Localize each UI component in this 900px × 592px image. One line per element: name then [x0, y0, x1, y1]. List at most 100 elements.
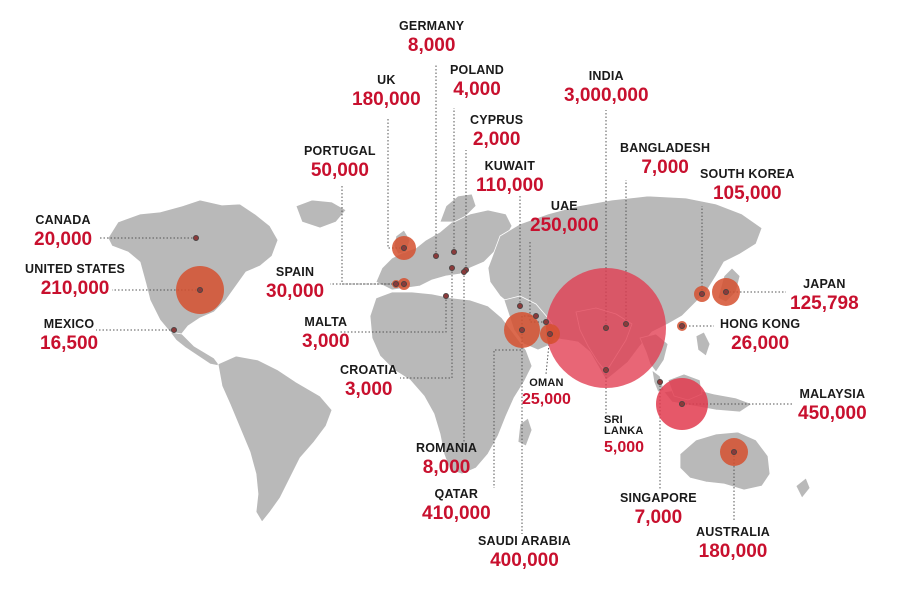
label-name: GERMANY — [399, 19, 465, 33]
label-value: 450,000 — [798, 402, 867, 424]
scandinavia-landmass — [439, 193, 477, 223]
label-bangladesh: BANGLADESH 7,000 — [620, 142, 710, 177]
africa-landmass — [369, 291, 533, 475]
location-dot-japan — [723, 288, 730, 295]
label-value: 20,000 — [34, 228, 93, 250]
label-name: CYPRUS — [470, 113, 524, 127]
label-japan: JAPAN 125,798 — [790, 278, 859, 313]
label-name: JAPAN — [803, 277, 846, 291]
location-dot-kuwait — [517, 302, 524, 309]
leader-line-uae — [529, 240, 546, 323]
label-name: INDIA — [588, 69, 624, 83]
location-dot-poland — [450, 248, 457, 255]
central-america-landmass — [169, 331, 221, 367]
label-croatia: CROATIA 3,000 — [340, 364, 397, 399]
label-united-states: UNITED STATES 210,000 — [25, 263, 125, 298]
label-name: MEXICO — [43, 317, 95, 331]
label-cyprus: CYPRUS 2,000 — [470, 114, 523, 149]
label-name: CROATIA — [340, 363, 398, 377]
label-hong-kong: HONG KONG 26,000 — [720, 318, 800, 353]
label-name: QATAR — [434, 487, 479, 501]
label-name: MALTA — [304, 315, 348, 329]
label-portugal: PORTUGAL 50,000 — [304, 145, 376, 180]
location-dot-bangladesh — [623, 320, 630, 327]
location-dot-uae — [543, 318, 550, 325]
madagascar-landmass — [517, 417, 533, 447]
label-name: AUSTRALIA — [696, 525, 771, 539]
leader-line-croatia — [400, 268, 453, 379]
label-name: MALAYSIA — [799, 387, 866, 401]
label-name: SOUTH KOREA — [700, 167, 795, 181]
label-value: 180,000 — [352, 88, 421, 110]
label-name: KUWAIT — [484, 159, 536, 173]
location-dot-romania — [460, 268, 467, 275]
label-value: 3,000 — [344, 378, 393, 400]
label-australia: AUSTRALIA 180,000 — [696, 526, 770, 561]
location-dot-spain — [400, 280, 407, 287]
label-canada: CANADA 20,000 — [34, 214, 92, 249]
location-dot-germany — [432, 252, 439, 259]
location-dot-croatia — [448, 264, 455, 271]
label-value: 410,000 — [422, 502, 491, 524]
label-value: 3,000 — [302, 330, 350, 352]
label-malaysia: MALAYSIA 450,000 — [798, 388, 867, 423]
label-name: UK — [377, 73, 396, 87]
label-value: 180,000 — [698, 540, 768, 562]
label-sri-lanka: SRI LANKA 5,000 — [604, 415, 646, 456]
leader-line-uk — [387, 118, 404, 249]
label-name: SPAIN — [275, 265, 315, 279]
label-value: 250,000 — [530, 214, 599, 236]
label-value: 210,000 — [40, 277, 110, 299]
location-dot-india — [603, 324, 610, 331]
location-dots — [170, 234, 738, 455]
label-value: 7,000 — [641, 156, 689, 178]
label-value: 25,000 — [522, 391, 571, 408]
label-name: UNITED STATES — [25, 262, 126, 276]
label-value: 26,000 — [731, 332, 790, 354]
south-america-landmass — [217, 355, 333, 523]
label-value: 8,000 — [422, 456, 471, 478]
location-dot-portugal — [392, 280, 399, 287]
location-dot-oman — [547, 330, 554, 337]
label-poland: POLAND 4,000 — [450, 64, 504, 99]
label-name: POLAND — [450, 63, 504, 77]
label-name: PORTUGAL — [304, 144, 376, 158]
label-name: HONG KONG — [720, 317, 801, 331]
label-singapore: SINGAPORE 7,000 — [620, 492, 697, 527]
location-dot-australia — [731, 448, 738, 455]
label-name: CANADA — [35, 213, 91, 227]
label-romania: ROMANIA 8,000 — [416, 442, 477, 477]
label-name: SAUDI ARABIA — [478, 534, 571, 548]
label-qatar: QATAR 410,000 — [422, 488, 491, 523]
label-uae: UAE 250,000 — [530, 200, 599, 235]
label-value: 2,000 — [472, 128, 521, 150]
label-saudi-arabia: SAUDI ARABIA 400,000 — [478, 535, 571, 570]
label-value: 16,500 — [40, 332, 99, 354]
label-value: 110,000 — [476, 174, 544, 196]
label-value: 8,000 — [407, 34, 456, 56]
leader-line-malta — [340, 296, 447, 333]
label-oman: OMAN 25,000 — [522, 378, 571, 408]
location-dot-canada — [192, 234, 199, 241]
location-dot-united-states — [196, 286, 203, 293]
label-value: 30,000 — [266, 280, 325, 302]
label-india: INDIA 3,000,000 — [564, 70, 649, 105]
label-name: SINGAPORE — [620, 491, 697, 505]
label-value: 105,000 — [712, 182, 782, 204]
philippines-landmass — [695, 331, 711, 357]
label-uk: UK 180,000 — [352, 74, 421, 109]
new-zealand-landmass — [795, 477, 811, 499]
label-value: 4,000 — [453, 78, 501, 100]
label-mexico: MEXICO 16,500 — [40, 318, 98, 353]
greenland-landmass — [295, 199, 347, 229]
label-south-korea: SOUTH KOREA 105,000 — [700, 168, 795, 203]
label-value: 125,798 — [790, 292, 859, 314]
label-value: 50,000 — [310, 159, 369, 181]
location-dot-singapore — [657, 378, 664, 385]
label-value: 5,000 — [604, 439, 645, 456]
label-name: SRI LANKA — [604, 414, 644, 437]
location-dot-mexico — [170, 326, 177, 333]
label-value: 400,000 — [490, 549, 559, 571]
location-dot-hong-kong — [679, 322, 686, 329]
